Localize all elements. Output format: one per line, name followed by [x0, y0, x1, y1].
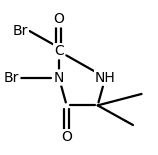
Text: O: O	[61, 130, 72, 144]
Text: Br: Br	[12, 24, 28, 38]
Text: C: C	[54, 44, 64, 58]
Text: N: N	[54, 71, 64, 84]
Text: Br: Br	[4, 71, 19, 84]
Text: NH: NH	[95, 71, 116, 84]
Text: O: O	[53, 12, 64, 26]
